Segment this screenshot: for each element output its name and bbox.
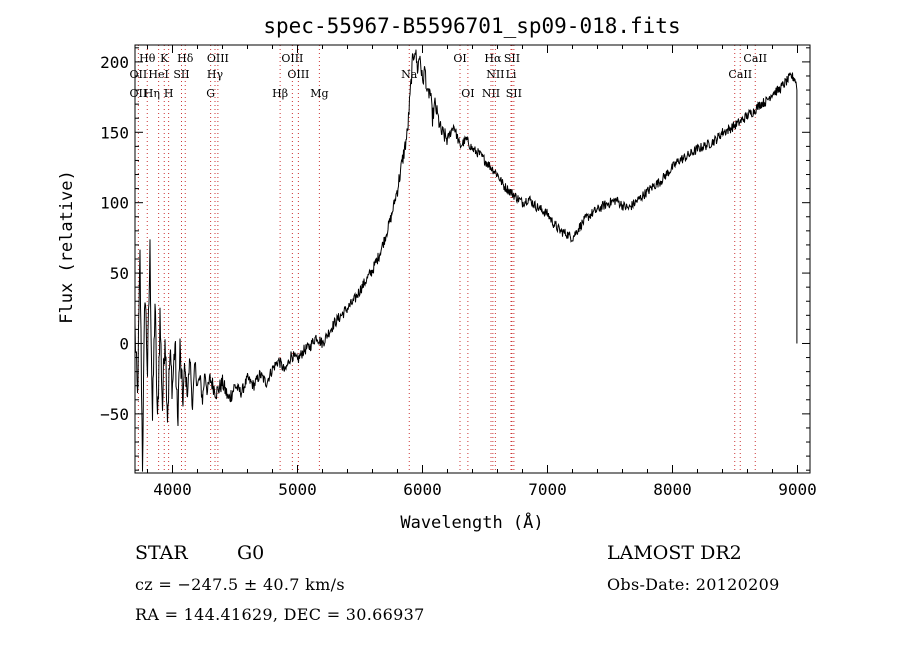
spectral-line-label: OIII xyxy=(281,52,303,65)
survey-name: LAMOST DR2 xyxy=(607,542,742,564)
spectral-line-label: Li xyxy=(506,68,517,81)
spectral-line-label: Na xyxy=(401,68,418,81)
x-tick-label: 7000 xyxy=(528,480,567,499)
object-class: STAR xyxy=(135,542,188,564)
axis-ticks: 4000 5000 6000 7000 8000 9000 −50 0 50 100 150 200 xyxy=(100,45,817,499)
observation-date: Obs-Date: 20120209 xyxy=(607,575,780,594)
spectral-line-label: Hβ xyxy=(272,87,288,100)
spectral-line-label: NII xyxy=(486,68,504,81)
spectral-line-label: Hθ xyxy=(139,52,156,65)
spectral-line-label: Hη xyxy=(144,87,160,100)
spectral-line-markers xyxy=(137,45,756,473)
spectral-line-label: NII xyxy=(482,87,500,100)
spectral-line-label: SII xyxy=(504,52,520,65)
spectral-line-label: CaII xyxy=(743,52,767,65)
spectral-line-label: SII xyxy=(173,68,189,81)
y-tick-label: 150 xyxy=(100,123,129,142)
coordinates: RA = 144.41629, DEC = 30.66937 xyxy=(135,605,425,624)
redshift-value: cz = −247.5 ± 40.7 km/s xyxy=(135,575,345,594)
spectral-line-label: G xyxy=(206,87,215,100)
chart-title: spec-55967-B5596701_sp09-018.fits xyxy=(263,14,680,38)
spectral-line-label: OIII xyxy=(207,52,229,65)
spectral-line-label: OIII xyxy=(287,68,309,81)
spectral-line-label: OII xyxy=(130,87,148,100)
spectral-line-label: CaII xyxy=(728,68,752,81)
x-tick-label: 4000 xyxy=(153,480,192,499)
spectral-line-label: OII xyxy=(130,68,148,81)
plot-border xyxy=(134,44,811,474)
x-tick-label: 6000 xyxy=(403,480,442,499)
object-subclass: G0 xyxy=(237,542,265,564)
y-tick-label: 0 xyxy=(119,334,129,353)
spectral-line-label: H xyxy=(164,87,174,100)
y-tick-label: −50 xyxy=(100,405,129,424)
spectral-line-label: Hα xyxy=(484,52,502,65)
spectral-line-label: SII xyxy=(506,87,522,100)
plot-frame xyxy=(134,44,811,474)
spectral-line-label: Hδ xyxy=(177,52,194,65)
spectral-line-label: OI xyxy=(453,52,466,65)
y-tick-label: 100 xyxy=(100,194,129,213)
x-tick-label: 5000 xyxy=(278,480,317,499)
y-tick-label: 200 xyxy=(100,53,129,72)
spectral-line-label: OI xyxy=(461,87,474,100)
spectrum-series-line xyxy=(134,49,798,472)
spectral-line-label: Hγ xyxy=(207,68,224,81)
y-axis-label: Flux (relative) xyxy=(57,170,77,324)
spectral-line-label: HeI xyxy=(148,68,168,81)
x-axis-label: Wavelength (Å) xyxy=(400,511,543,533)
spectral-line-label: K xyxy=(160,52,169,65)
spectral-line-label: Mg xyxy=(310,87,328,100)
x-tick-label: 8000 xyxy=(653,480,692,499)
x-tick-label: 9000 xyxy=(778,480,817,499)
y-tick-label: 50 xyxy=(110,264,129,283)
